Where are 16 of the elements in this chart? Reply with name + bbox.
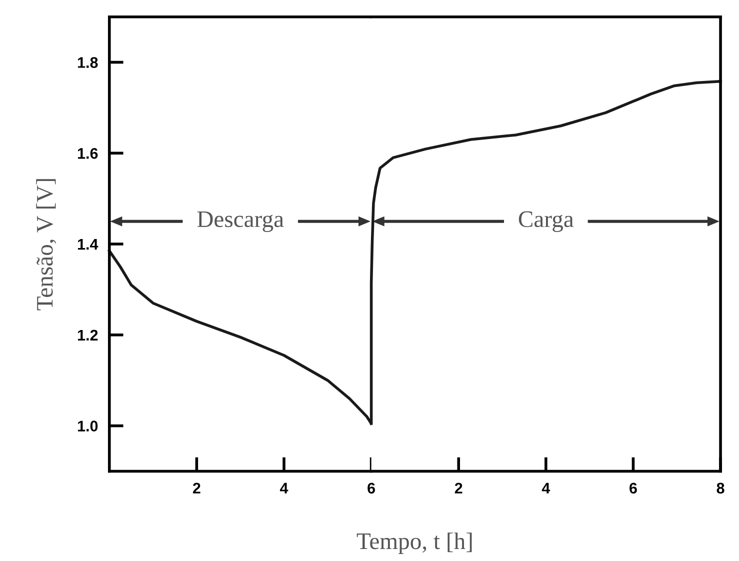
y-tick-label: 1.0 [78, 420, 98, 432]
x-axis-title: Tempo, t [h] [356, 532, 472, 554]
x-tick-label: 8 [716, 482, 724, 494]
annotation: Carga [518, 211, 574, 232]
x-tick-label: 4 [280, 482, 288, 494]
y-axis-title: Tensão, V [V] [36, 179, 56, 310]
y-tick-label: 1.6 [78, 148, 98, 159]
x-tick-label: 2 [454, 482, 462, 494]
y-tick-label: 1.4 [78, 239, 98, 250]
y-tick-label: 1.2 [78, 330, 98, 340]
x-tick-label: 4 [542, 482, 550, 494]
y-tick-label: 1.8 [78, 57, 98, 68]
x-tick-label: 6 [368, 482, 375, 494]
x-tick-label: 2 [192, 482, 200, 494]
annotation: Descarga [197, 211, 284, 232]
x-tick-label: 6 [630, 482, 637, 494]
